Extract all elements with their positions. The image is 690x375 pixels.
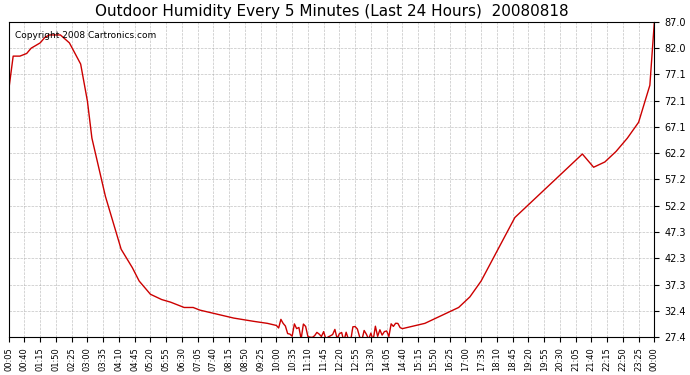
Text: Copyright 2008 Cartronics.com: Copyright 2008 Cartronics.com <box>15 31 157 40</box>
Title: Outdoor Humidity Every 5 Minutes (Last 24 Hours)  20080818: Outdoor Humidity Every 5 Minutes (Last 2… <box>95 4 569 19</box>
